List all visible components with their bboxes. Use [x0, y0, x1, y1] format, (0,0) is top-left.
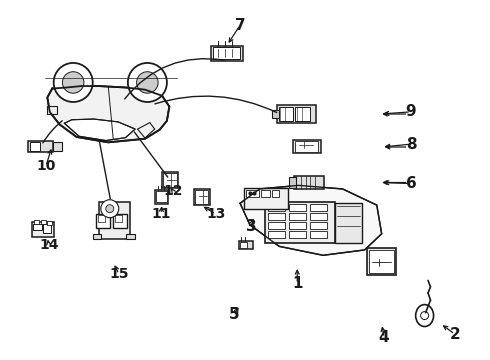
Bar	[294, 176, 324, 189]
Bar	[244, 188, 288, 210]
Text: 15: 15	[109, 267, 129, 281]
Bar	[290, 213, 306, 220]
Bar	[126, 234, 135, 239]
Text: 5: 5	[229, 307, 240, 322]
Text: 2: 2	[449, 327, 460, 342]
Circle shape	[420, 311, 429, 320]
Bar	[98, 215, 105, 222]
Bar	[113, 214, 127, 228]
Bar	[44, 224, 51, 233]
Bar	[367, 248, 396, 275]
Bar	[272, 110, 279, 118]
Bar	[293, 140, 321, 153]
Text: 13: 13	[206, 207, 225, 221]
Bar	[211, 45, 243, 60]
Bar	[53, 141, 62, 151]
Text: 14: 14	[39, 238, 58, 252]
Bar	[155, 190, 169, 204]
Bar	[32, 222, 54, 237]
Text: 11: 11	[151, 207, 171, 221]
Bar	[279, 107, 294, 121]
Bar	[269, 204, 285, 211]
Bar	[93, 234, 101, 239]
Bar	[310, 222, 326, 229]
Ellipse shape	[416, 305, 434, 327]
Bar	[290, 204, 306, 211]
Bar	[162, 172, 178, 188]
Bar	[47, 107, 56, 114]
Circle shape	[54, 63, 93, 102]
Bar	[164, 173, 177, 187]
Bar	[310, 204, 326, 211]
Bar	[269, 231, 285, 238]
Bar	[239, 241, 253, 249]
Bar	[30, 141, 41, 151]
Polygon shape	[64, 119, 135, 140]
Circle shape	[137, 72, 158, 93]
Circle shape	[128, 63, 167, 102]
Bar	[295, 141, 318, 152]
Text: 12: 12	[164, 184, 183, 198]
Bar	[272, 190, 279, 197]
Bar	[335, 203, 362, 243]
Bar	[290, 222, 306, 229]
Bar	[194, 189, 210, 205]
Bar	[28, 140, 53, 152]
Text: 10: 10	[36, 159, 55, 174]
Bar	[41, 220, 46, 224]
Bar	[269, 222, 285, 229]
Text: 9: 9	[406, 104, 416, 120]
Text: 6: 6	[406, 176, 416, 191]
Bar	[34, 220, 39, 224]
Bar	[265, 202, 335, 243]
Text: 8: 8	[406, 137, 416, 152]
Bar	[115, 215, 122, 222]
Bar	[295, 107, 310, 121]
Bar	[213, 47, 240, 59]
Circle shape	[101, 200, 119, 218]
Circle shape	[62, 72, 84, 93]
Bar	[277, 105, 316, 123]
Bar	[289, 177, 296, 188]
Bar	[369, 250, 394, 273]
Text: 1: 1	[292, 276, 302, 292]
Polygon shape	[240, 185, 382, 255]
Bar	[269, 213, 285, 220]
Bar	[246, 190, 259, 197]
Bar	[240, 242, 247, 248]
Bar	[156, 192, 167, 202]
Text: 7: 7	[235, 18, 245, 33]
Bar	[47, 221, 52, 225]
Bar	[195, 190, 208, 204]
Circle shape	[106, 205, 114, 213]
Bar	[261, 190, 270, 197]
Bar	[96, 214, 110, 228]
Text: 3: 3	[245, 219, 256, 234]
Bar	[310, 231, 326, 238]
Text: 4: 4	[379, 330, 390, 345]
Bar	[33, 224, 42, 230]
Bar	[290, 231, 306, 238]
Bar	[310, 213, 326, 220]
Polygon shape	[48, 86, 170, 142]
Bar	[98, 202, 130, 239]
